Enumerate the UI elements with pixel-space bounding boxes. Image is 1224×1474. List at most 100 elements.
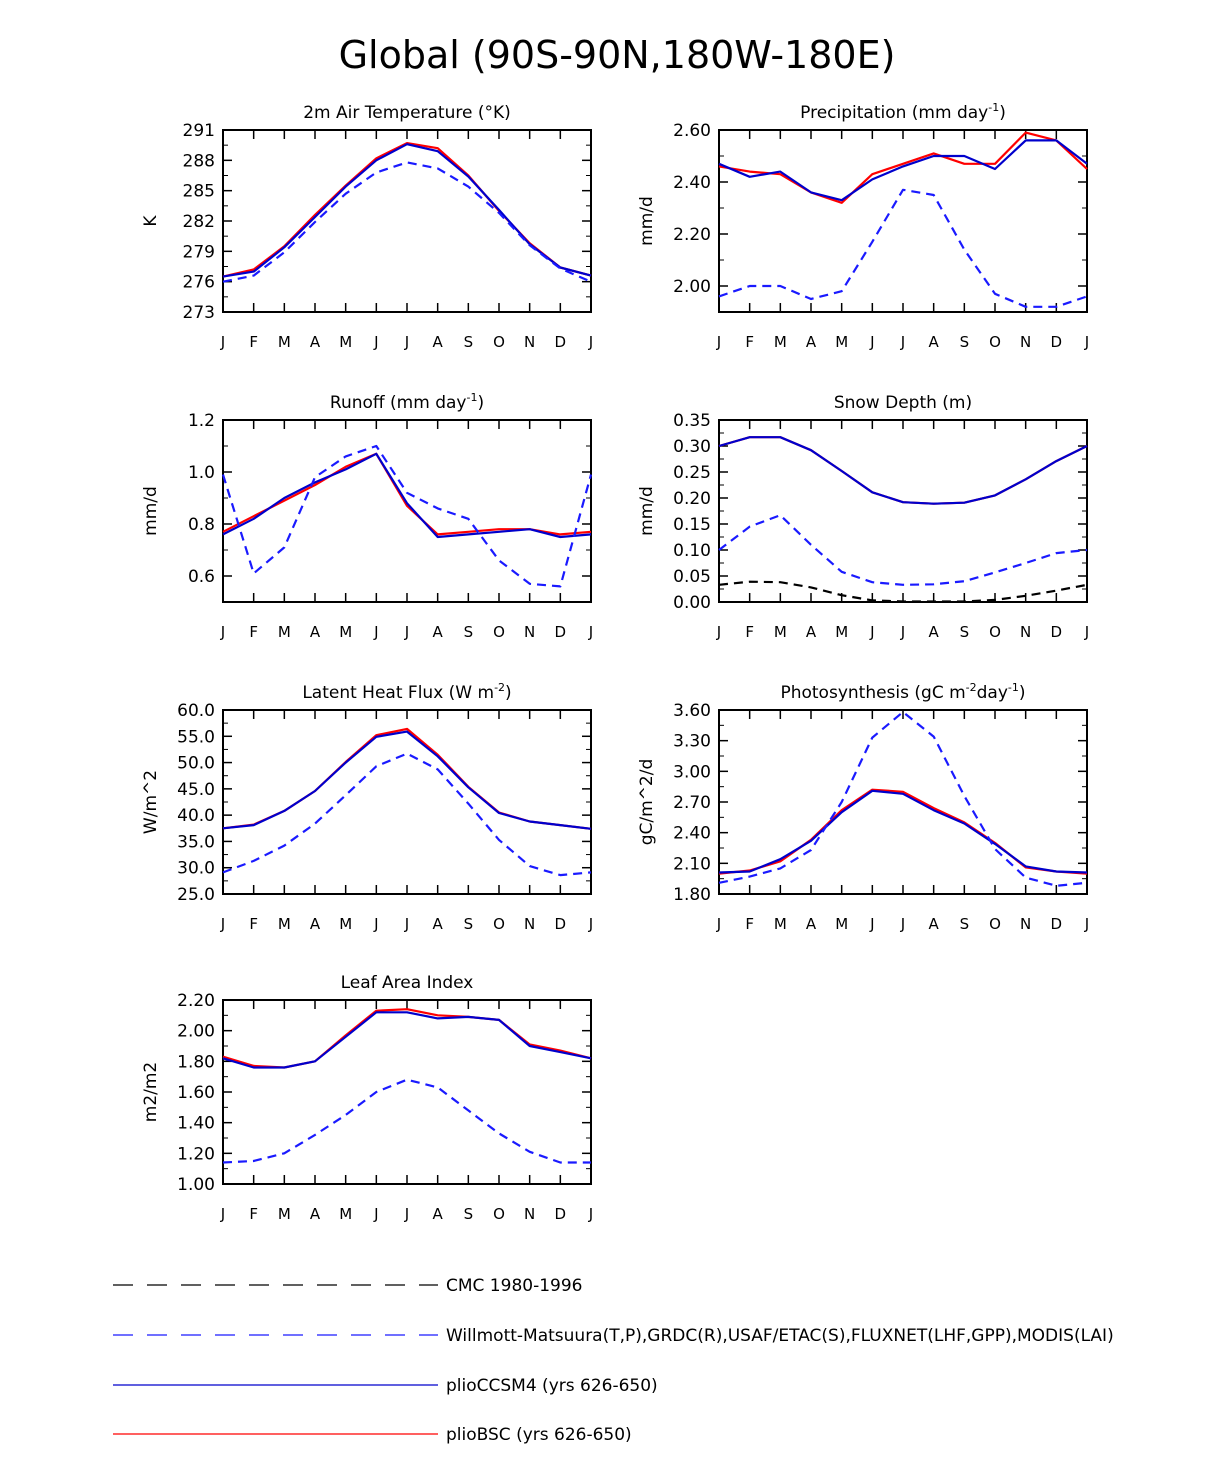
y-tick-label: 2.40 — [673, 824, 711, 844]
y-tick-label: 1.2 — [188, 411, 215, 431]
y-tick-label: 50.0 — [177, 754, 215, 774]
panel-title-text: Runoff (mm day — [330, 393, 467, 413]
x-tick-label: D — [555, 1205, 567, 1223]
x-tick-label: J — [900, 333, 905, 351]
panel-6: Photosynthesis (gC m-2day-1) gC/m^2/d 1.80… — [637, 681, 1089, 933]
x-tick-label: J — [373, 915, 378, 933]
x-tick-label: J — [373, 333, 378, 351]
x-tick-label: N — [524, 915, 535, 933]
x-tick-label: N — [1020, 915, 1031, 933]
x-tick-label: O — [989, 915, 1001, 933]
figure-title: Global (90S-90N,180W-180E) — [339, 33, 896, 77]
x-tick-label: J — [373, 623, 378, 641]
series-line-dashed-2 — [222, 1078, 591, 1164]
x-tick-label: J — [588, 1205, 593, 1223]
x-tick-label: S — [464, 333, 474, 351]
y-tick-label: 1.80 — [177, 1052, 215, 1072]
panels-group: 2m Air Temperature (°K) K 273 276 279 282 285 2… — [141, 101, 1089, 1223]
y-tick-label: 0.30 — [673, 437, 711, 457]
y-tick-label: 1.20 — [177, 1144, 215, 1164]
y-tick-label: 2.00 — [177, 1022, 215, 1042]
y-tick-label: 0.6 — [188, 567, 215, 587]
y-tick-label: 1.0 — [188, 463, 215, 483]
x-tick-label: D — [555, 623, 567, 641]
panel-title: Snow Depth (m) — [834, 393, 972, 413]
y-tick-label: 2.60 — [673, 121, 711, 141]
panel-4: Snow Depth (m) mm/d 0.00 0.05 0.10 0.15 0.20 0.… — [637, 393, 1089, 641]
x-tick-label: F — [249, 333, 258, 351]
series-line-solid-1 — [718, 139, 1088, 202]
x-tick-label: S — [960, 333, 970, 351]
y-tick-label: 2.40 — [673, 173, 711, 193]
plot-frame — [718, 419, 1088, 603]
x-tick-label: S — [464, 623, 474, 641]
panel-title-text: Precipitation (mm day — [800, 103, 988, 123]
x-tick-label: M — [339, 1205, 352, 1223]
series-line-solid-0 — [718, 131, 1088, 204]
x-tick-label: D — [1051, 333, 1063, 351]
panel-title-superscript: -1 — [466, 391, 477, 404]
y-tick-label: 45.0 — [177, 780, 215, 800]
series-line-solid-1 — [222, 452, 592, 539]
y-tick-label: 291 — [183, 121, 215, 141]
x-tick-label: O — [989, 623, 1001, 641]
y-tick-label: 2.20 — [177, 991, 215, 1011]
x-tick-label: J — [220, 623, 225, 641]
x-tick-label: M — [339, 623, 352, 641]
y-tick-label: 276 — [183, 273, 215, 293]
x-tick-label: D — [555, 915, 567, 933]
x-tick-label: F — [249, 623, 258, 641]
x-tick-label: J — [716, 333, 721, 351]
panel-title-superscript: -1 — [988, 101, 999, 114]
x-tick-label: A — [929, 915, 940, 933]
x-tick-label: J — [404, 915, 409, 933]
x-tick-label: J — [404, 1205, 409, 1223]
x-tick-label: N — [524, 1205, 535, 1223]
x-tick-label: M — [835, 915, 848, 933]
y-tick-label: 1.80 — [673, 885, 711, 905]
x-tick-label: N — [524, 623, 535, 641]
x-tick-label: M — [278, 623, 291, 641]
y-tick-label: 1.40 — [177, 1114, 215, 1134]
y-axis-label: mm/d — [141, 486, 161, 536]
x-tick-label: S — [960, 915, 970, 933]
x-tick-label: J — [220, 915, 225, 933]
y-tick-label: 30.0 — [177, 859, 215, 879]
y-axis-label: gC/m^2/d — [637, 759, 657, 846]
x-tick-label: J — [373, 1205, 378, 1223]
y-tick-label: 2.10 — [673, 854, 711, 874]
x-tick-label: J — [869, 333, 874, 351]
x-tick-label: J — [588, 915, 593, 933]
panel-title-text: 2m Air Temperature (°K) — [303, 103, 511, 123]
y-tick-label: 0.8 — [188, 515, 215, 535]
x-tick-label: N — [1020, 333, 1031, 351]
x-tick-label: F — [745, 333, 754, 351]
x-tick-label: A — [310, 623, 321, 641]
series-line-dashed-2 — [718, 710, 1088, 887]
panel-2: Precipitation (mm day-1) mm/d 2.00 2.20 2.40… — [637, 101, 1089, 351]
x-tick-label: J — [588, 623, 593, 641]
x-tick-label: J — [900, 915, 905, 933]
x-tick-label: A — [310, 1205, 321, 1223]
x-tick-label: F — [249, 915, 258, 933]
series-line-solid-0 — [222, 1008, 592, 1069]
y-tick-label: 55.0 — [177, 727, 215, 747]
legend-label: CMC 1980-1996 — [446, 1276, 582, 1296]
y-axis-label: W/m^2 — [141, 770, 161, 834]
x-tick-label: A — [433, 915, 444, 933]
x-tick-label: O — [493, 915, 505, 933]
legend-item-2: Willmott-Matsuura(T,P),GRDC(R),USAF/ETAC… — [113, 1326, 1114, 1346]
x-tick-label: A — [433, 333, 444, 351]
x-tick-label: O — [493, 623, 505, 641]
x-tick-label: M — [339, 333, 352, 351]
x-tick-label: F — [249, 1205, 258, 1223]
series-line-solid-1 — [718, 789, 1088, 874]
y-tick-label: 3.30 — [673, 732, 711, 752]
panel-title: Precipitation (mm day-1) — [800, 101, 1006, 123]
x-tick-label: M — [774, 333, 787, 351]
x-tick-label: J — [220, 333, 225, 351]
y-tick-label: 0.25 — [673, 463, 711, 483]
x-tick-label: J — [220, 1205, 225, 1223]
x-tick-label: S — [464, 915, 474, 933]
